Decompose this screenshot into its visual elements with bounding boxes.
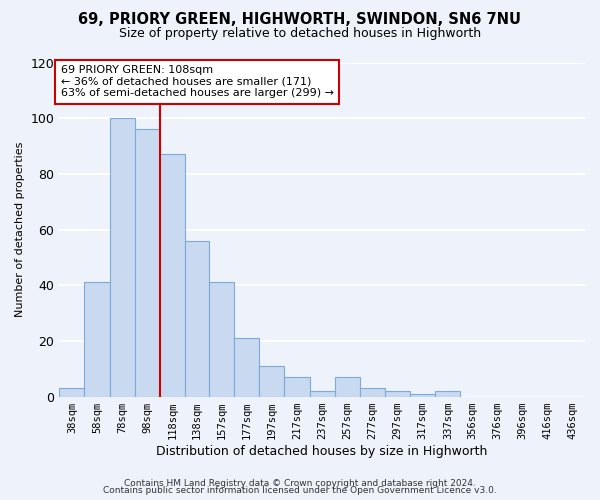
Bar: [385, 391, 410, 396]
Bar: [335, 377, 360, 396]
Text: Size of property relative to detached houses in Highworth: Size of property relative to detached ho…: [119, 28, 481, 40]
X-axis label: Distribution of detached houses by size in Highworth: Distribution of detached houses by size …: [157, 444, 488, 458]
Text: 69, PRIORY GREEN, HIGHWORTH, SWINDON, SN6 7NU: 69, PRIORY GREEN, HIGHWORTH, SWINDON, SN…: [79, 12, 521, 28]
Bar: [234, 338, 259, 396]
Bar: [85, 282, 110, 397]
Text: Contains public sector information licensed under the Open Government Licence v3: Contains public sector information licen…: [103, 486, 497, 495]
Bar: [110, 118, 135, 396]
Bar: [209, 282, 234, 397]
Bar: [360, 388, 385, 396]
Bar: [160, 154, 185, 396]
Bar: [310, 391, 335, 396]
Bar: [284, 377, 310, 396]
Bar: [410, 394, 436, 396]
Text: Contains HM Land Registry data © Crown copyright and database right 2024.: Contains HM Land Registry data © Crown c…: [124, 478, 476, 488]
Bar: [185, 240, 209, 396]
Bar: [59, 388, 85, 396]
Bar: [259, 366, 284, 396]
Text: 69 PRIORY GREEN: 108sqm
← 36% of detached houses are smaller (171)
63% of semi-d: 69 PRIORY GREEN: 108sqm ← 36% of detache…: [61, 66, 334, 98]
Y-axis label: Number of detached properties: Number of detached properties: [15, 142, 25, 317]
Bar: [135, 130, 160, 396]
Bar: [436, 391, 460, 396]
